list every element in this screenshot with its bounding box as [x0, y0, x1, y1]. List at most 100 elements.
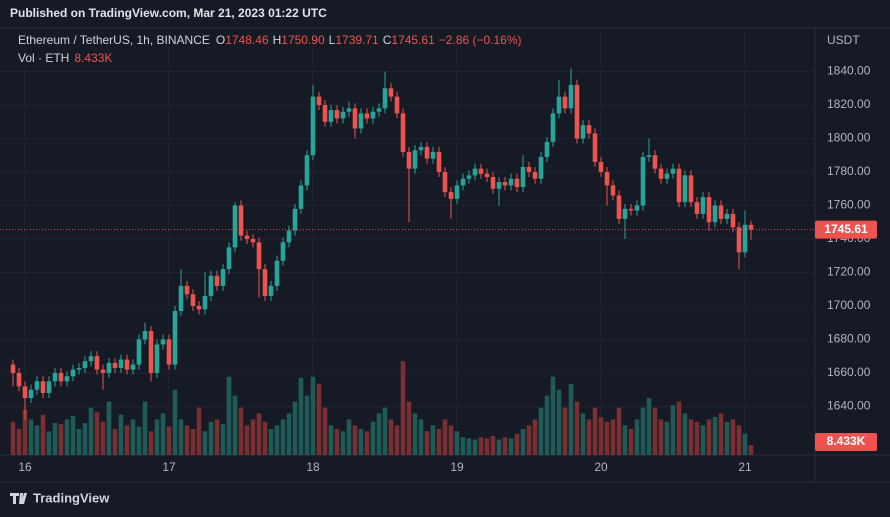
- candle-body: [220, 269, 226, 286]
- candle-body: [652, 155, 658, 169]
- legend-field-label: O: [216, 33, 225, 47]
- candle-body: [178, 285, 184, 311]
- candle-body: [250, 238, 256, 243]
- candle-body: [628, 208, 634, 211]
- x-tick-label: 19: [450, 460, 464, 474]
- candle-body: [316, 96, 322, 106]
- candle-body: [598, 161, 604, 173]
- candle-body: [718, 205, 724, 219]
- volume-bar: [580, 413, 586, 455]
- volume-bar: [394, 425, 400, 455]
- volume-bar: [346, 419, 352, 455]
- candle-body: [58, 372, 64, 382]
- volume-bar: [412, 413, 418, 455]
- candle-body: [70, 369, 76, 377]
- volume-bar: [364, 431, 370, 455]
- candle-body: [340, 111, 346, 119]
- volume-bar: [460, 437, 466, 455]
- candle-body: [292, 208, 298, 231]
- volume-bar: [508, 438, 514, 455]
- volume-bar: [640, 407, 646, 455]
- candle-body: [76, 367, 82, 370]
- volume-bar: [520, 428, 526, 455]
- volume-bar: [208, 421, 214, 455]
- volume-bar: [682, 413, 688, 455]
- volume-bar: [712, 417, 718, 455]
- candle-body: [574, 84, 580, 139]
- candle-body: [376, 108, 382, 112]
- legend-symbol: Ethereum / TetherUS, 1h, BINANCE: [18, 33, 210, 47]
- y-tick-label: 1780.00: [827, 164, 871, 178]
- candle-body: [262, 269, 268, 296]
- candle-body: [28, 389, 34, 399]
- grid: [0, 28, 815, 455]
- candle-body: [214, 275, 220, 286]
- volume-bar: [58, 424, 64, 455]
- volume-bar: [736, 425, 742, 455]
- volume-bar: [418, 419, 424, 455]
- candle-body: [184, 285, 190, 295]
- volume-bar: [46, 431, 52, 455]
- volume-bar: [304, 395, 310, 455]
- candle-body: [448, 192, 454, 199]
- volume-bar: [166, 426, 172, 455]
- candle-body: [418, 146, 424, 151]
- candle-body: [322, 105, 328, 122]
- candle-body: [610, 185, 616, 196]
- candle-body: [310, 96, 316, 156]
- volume-bar: [256, 413, 262, 455]
- candle-body: [274, 260, 280, 286]
- volume-bar: [190, 428, 196, 455]
- volume-bar: [370, 421, 376, 455]
- legend-change: −2.86 (−0.16%): [439, 33, 522, 47]
- candle-body: [472, 168, 478, 176]
- y-tick-label: 1660.00: [827, 365, 871, 379]
- candle-body: [688, 175, 694, 203]
- candle-body: [148, 331, 154, 373]
- candle-body: [502, 182, 508, 186]
- candle-body: [304, 155, 310, 186]
- volume-bar: [106, 401, 112, 455]
- candle-body: [508, 178, 514, 186]
- candle-body: [664, 173, 670, 179]
- volume-bar: [328, 425, 334, 455]
- candle-body: [520, 166, 526, 188]
- candle-body: [94, 356, 100, 370]
- volume-bar: [622, 425, 628, 455]
- candle-body: [466, 175, 472, 179]
- candle-body: [100, 369, 106, 373]
- candle-body: [280, 242, 286, 261]
- volume-bar: [316, 383, 322, 455]
- candle-body: [352, 108, 358, 129]
- volume-bar: [598, 417, 604, 455]
- candle-body: [160, 339, 166, 345]
- brand: TradingView: [33, 490, 110, 505]
- y-tick-label: 1820.00: [827, 97, 871, 111]
- candle-body: [388, 88, 394, 97]
- volume-bar: [16, 428, 22, 455]
- candle-body: [484, 173, 490, 178]
- last-price-label: 1745.61: [824, 222, 868, 236]
- volume-bar: [544, 395, 550, 455]
- volume-bar: [226, 376, 232, 455]
- candle-body: [364, 113, 370, 119]
- volume-bar: [298, 377, 304, 455]
- volume-bar: [172, 389, 178, 455]
- candle-body: [586, 125, 592, 134]
- candle-body: [646, 155, 652, 157]
- volume-bar: [388, 419, 394, 455]
- volume-bar: [700, 425, 706, 455]
- volume-bar: [286, 413, 292, 455]
- volume-bar: [478, 437, 484, 455]
- x-tick-label: 20: [594, 460, 608, 474]
- candle-body: [202, 295, 208, 310]
- volume-bar: [556, 389, 562, 455]
- volume-bar: [466, 438, 472, 455]
- candle-body: [358, 113, 364, 129]
- candle-body: [604, 172, 610, 186]
- last-price-box: [815, 220, 877, 239]
- candle-body: [526, 166, 532, 173]
- legend-field-value: 1739.71: [335, 33, 379, 47]
- candle-body: [460, 178, 466, 186]
- candle-body: [682, 175, 688, 203]
